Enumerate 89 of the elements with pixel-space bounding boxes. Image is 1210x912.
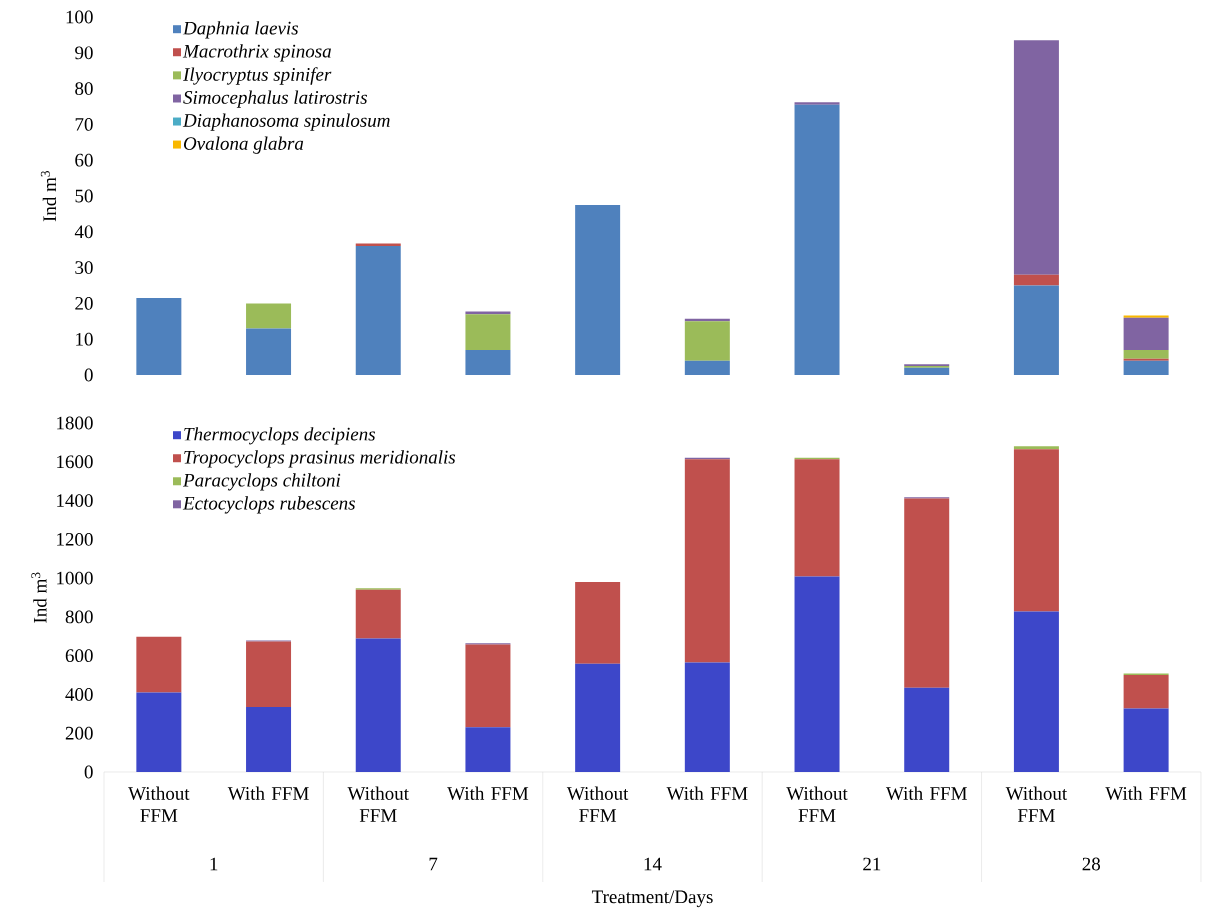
x-tick-label: With FFM	[447, 786, 529, 800]
y-tick-label: 20	[75, 296, 93, 310]
y-tick-label: 100	[66, 10, 93, 24]
bar	[1013, 446, 1059, 450]
bar	[684, 459, 730, 663]
legend-label: Ilyocryptus spinifer	[182, 67, 332, 85]
bar	[794, 102, 840, 105]
x-tick-label: With FFM	[666, 786, 748, 800]
x-tick-label: With FFM	[227, 786, 309, 800]
legend-label: Daphnia laevis	[182, 21, 299, 39]
bar	[684, 360, 730, 375]
y-tick-label: 0	[84, 765, 93, 779]
bar	[1013, 611, 1059, 772]
bar	[136, 636, 182, 693]
legend-label: Ectocyclops rubescens	[182, 496, 355, 514]
y-tick-label: 60	[75, 153, 93, 167]
x-tick-label: Without FFM	[786, 786, 848, 822]
bar	[684, 321, 730, 361]
y-tick-label: 80	[75, 82, 93, 95]
y-tick-label: 30	[75, 261, 93, 274]
x-tick-label: Without FFM	[347, 786, 409, 822]
y-tick-label: 1000	[57, 571, 93, 585]
bar	[904, 367, 950, 375]
bar	[355, 589, 401, 639]
bar	[575, 581, 621, 664]
y-axis-title: Ind m$^{3}$	[31, 572, 47, 623]
y-axis-title: Ind m$^{3}$	[40, 171, 57, 222]
legend-label: Paracyclops chiltoni	[182, 473, 341, 491]
bar	[246, 707, 292, 772]
y-tick-label: 1200	[57, 532, 93, 546]
x-tick-label: Without FFM	[566, 786, 629, 822]
bar	[136, 298, 182, 375]
bar	[355, 638, 401, 772]
y-tick-label: 10	[76, 332, 93, 346]
text: 14	[644, 857, 662, 871]
bar	[1123, 360, 1169, 375]
legend-label: Thermocyclops decipiens	[184, 427, 376, 445]
bar	[1123, 315, 1169, 318]
y-tick-label: 1400	[57, 494, 93, 507]
bar	[1123, 675, 1169, 709]
text: 28	[1082, 857, 1101, 871]
legend-label: Diaphanosoma spinulosum	[182, 113, 390, 131]
y-tick-label: 50	[75, 189, 93, 203]
x-tick-label: With FFM	[885, 786, 967, 800]
x-tick-label: Without FFM	[128, 786, 190, 822]
legend-label: Ovalona glabra	[183, 136, 304, 154]
bar	[794, 459, 840, 577]
bar	[246, 328, 292, 375]
bar	[1013, 449, 1059, 612]
y-tick-label: 1600	[57, 455, 93, 469]
x-tick-label: With FFM	[1105, 786, 1187, 800]
bar	[246, 641, 292, 708]
y-tick-label: 70	[75, 117, 93, 131]
bar	[904, 687, 950, 772]
text: 1	[210, 857, 218, 871]
bar	[465, 314, 511, 350]
legend-label: Simocephalus latirostris	[183, 90, 368, 108]
bar	[355, 246, 401, 375]
y-tick-label: 0	[84, 368, 93, 382]
y-tick-label: 40	[74, 225, 93, 239]
bar	[465, 349, 511, 375]
x-tick-label: Without FFM	[1005, 786, 1068, 822]
bar	[465, 644, 511, 728]
bar	[1013, 40, 1059, 275]
bar	[1123, 349, 1169, 359]
bar	[136, 692, 182, 772]
bar	[794, 576, 840, 772]
y-tick-label: 90	[75, 46, 93, 60]
y-tick-label: 400	[65, 688, 93, 701]
bar	[1123, 708, 1169, 772]
x-axis-title: Treatment/Days	[591, 890, 713, 908]
text: 7	[429, 857, 438, 871]
legend-label: Tropocyclops prasinus meridionalis	[184, 450, 456, 468]
bar	[465, 727, 511, 772]
y-tick-label: 1800	[57, 416, 93, 430]
text: 21	[863, 857, 881, 871]
bar	[246, 303, 292, 329]
y-tick-label: 600	[65, 649, 93, 663]
y-tick-label: 200	[65, 726, 93, 740]
bar	[794, 104, 840, 375]
bar	[904, 498, 950, 688]
bar	[1123, 317, 1169, 350]
bar	[575, 663, 621, 772]
bar	[684, 662, 730, 772]
y-tick-label: 800	[65, 610, 93, 624]
legend-label: Macrothrix spinosa	[182, 44, 331, 62]
bar	[1013, 285, 1059, 375]
bar	[1013, 274, 1059, 286]
bar	[575, 204, 621, 375]
